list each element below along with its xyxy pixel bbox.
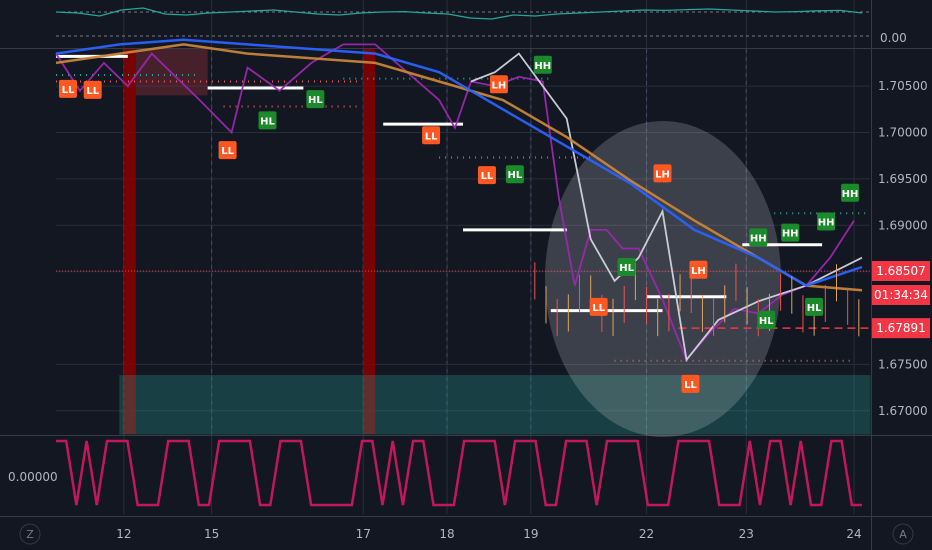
swing-label-text: HH <box>750 233 767 244</box>
swing-label-ll <box>83 80 102 99</box>
session-highlight <box>123 49 136 434</box>
time-tick-label: 17 <box>356 527 371 541</box>
swing-label-text: LL <box>481 171 494 182</box>
bottom-oscillator-line <box>56 439 862 507</box>
swing-label-ll <box>422 126 441 145</box>
swing-label-ll <box>589 297 608 316</box>
current-price-text: 1.68507 <box>876 264 926 278</box>
swing-label-hl <box>617 258 636 277</box>
auto-scale-button[interactable] <box>892 523 914 545</box>
swing-label-text: LL <box>684 380 697 391</box>
swing-label-text: LL <box>62 85 75 96</box>
level-price-text: 1.67891 <box>876 321 926 335</box>
swing-label-text: LL <box>86 86 99 97</box>
price-tick-label: 1.67000 <box>878 404 928 418</box>
highlight-ellipse <box>545 121 781 437</box>
current-price-box <box>872 261 930 282</box>
price-tick-label: 1.69500 <box>878 172 928 186</box>
time-tick-label: 22 <box>639 527 654 541</box>
time-tick-label: 23 <box>739 527 754 541</box>
swing-label-text: HH <box>782 229 799 240</box>
swing-label-lh <box>689 260 708 279</box>
time-tick-label: 15 <box>204 527 219 541</box>
demand-zone <box>119 375 871 435</box>
scale-z-label: Z <box>26 528 34 541</box>
swing-label-ll <box>218 141 237 160</box>
swing-label-text: HL <box>807 303 822 314</box>
swing-label-text: HL <box>619 263 634 274</box>
swing-label-text: HL <box>507 170 522 181</box>
swing-label-hl <box>757 310 776 329</box>
price-tick-label: 1.70500 <box>878 79 928 93</box>
time-tick-label: 24 <box>846 527 861 541</box>
time-tick-label: 19 <box>523 527 538 541</box>
price-tick-label: 1.67500 <box>878 357 928 371</box>
scale-z-button[interactable] <box>19 523 41 545</box>
swing-label-text: HL <box>260 116 275 127</box>
swing-label-ll <box>58 79 77 98</box>
swing-label-ll <box>681 374 700 393</box>
auto-scale-label: A <box>899 528 907 541</box>
countdown-text: 01:34:34 <box>874 288 928 302</box>
swing-label-text: HH <box>842 189 859 200</box>
swing-label-text: HL <box>308 95 323 106</box>
swing-label-hl <box>258 111 277 130</box>
swing-label-text: LL <box>221 146 234 157</box>
swing-label-hh <box>781 223 800 242</box>
series-line-ma-blue <box>55 38 863 287</box>
price-tick-label: 1.70000 <box>878 125 928 139</box>
swing-label-text: LL <box>592 303 605 314</box>
bottom-pane-tick-label: 0.00000 <box>8 470 58 484</box>
swing-label-hl <box>505 165 524 184</box>
session-highlight <box>363 49 376 434</box>
swing-label-ll <box>477 166 496 185</box>
top-oscillator-line <box>55 7 863 20</box>
time-tick-label: 12 <box>116 527 131 541</box>
swing-label-text: LH <box>691 266 706 277</box>
swing-label-hl <box>306 90 325 109</box>
time-tick-label: 18 <box>439 527 454 541</box>
swing-label-hh <box>841 183 860 202</box>
countdown-box <box>872 285 930 306</box>
swing-label-hh <box>817 212 836 231</box>
price-tick-label: 1.69000 <box>878 218 928 232</box>
level-price-box <box>872 318 930 339</box>
swing-label-text: HH <box>534 61 551 72</box>
swing-label-text: LH <box>655 169 670 180</box>
swing-label-hh <box>533 55 552 74</box>
swing-label-text: LH <box>492 80 507 91</box>
swing-label-text: HL <box>759 316 774 327</box>
top-pane-tick-label: 0.00 <box>880 31 907 45</box>
swing-label-text: LL <box>425 131 438 142</box>
swing-label-hl <box>805 297 824 316</box>
swing-label-text: HH <box>818 218 835 229</box>
swing-label-lh <box>489 75 508 94</box>
swing-label-lh <box>653 164 672 183</box>
swing-label-hh <box>749 228 768 247</box>
